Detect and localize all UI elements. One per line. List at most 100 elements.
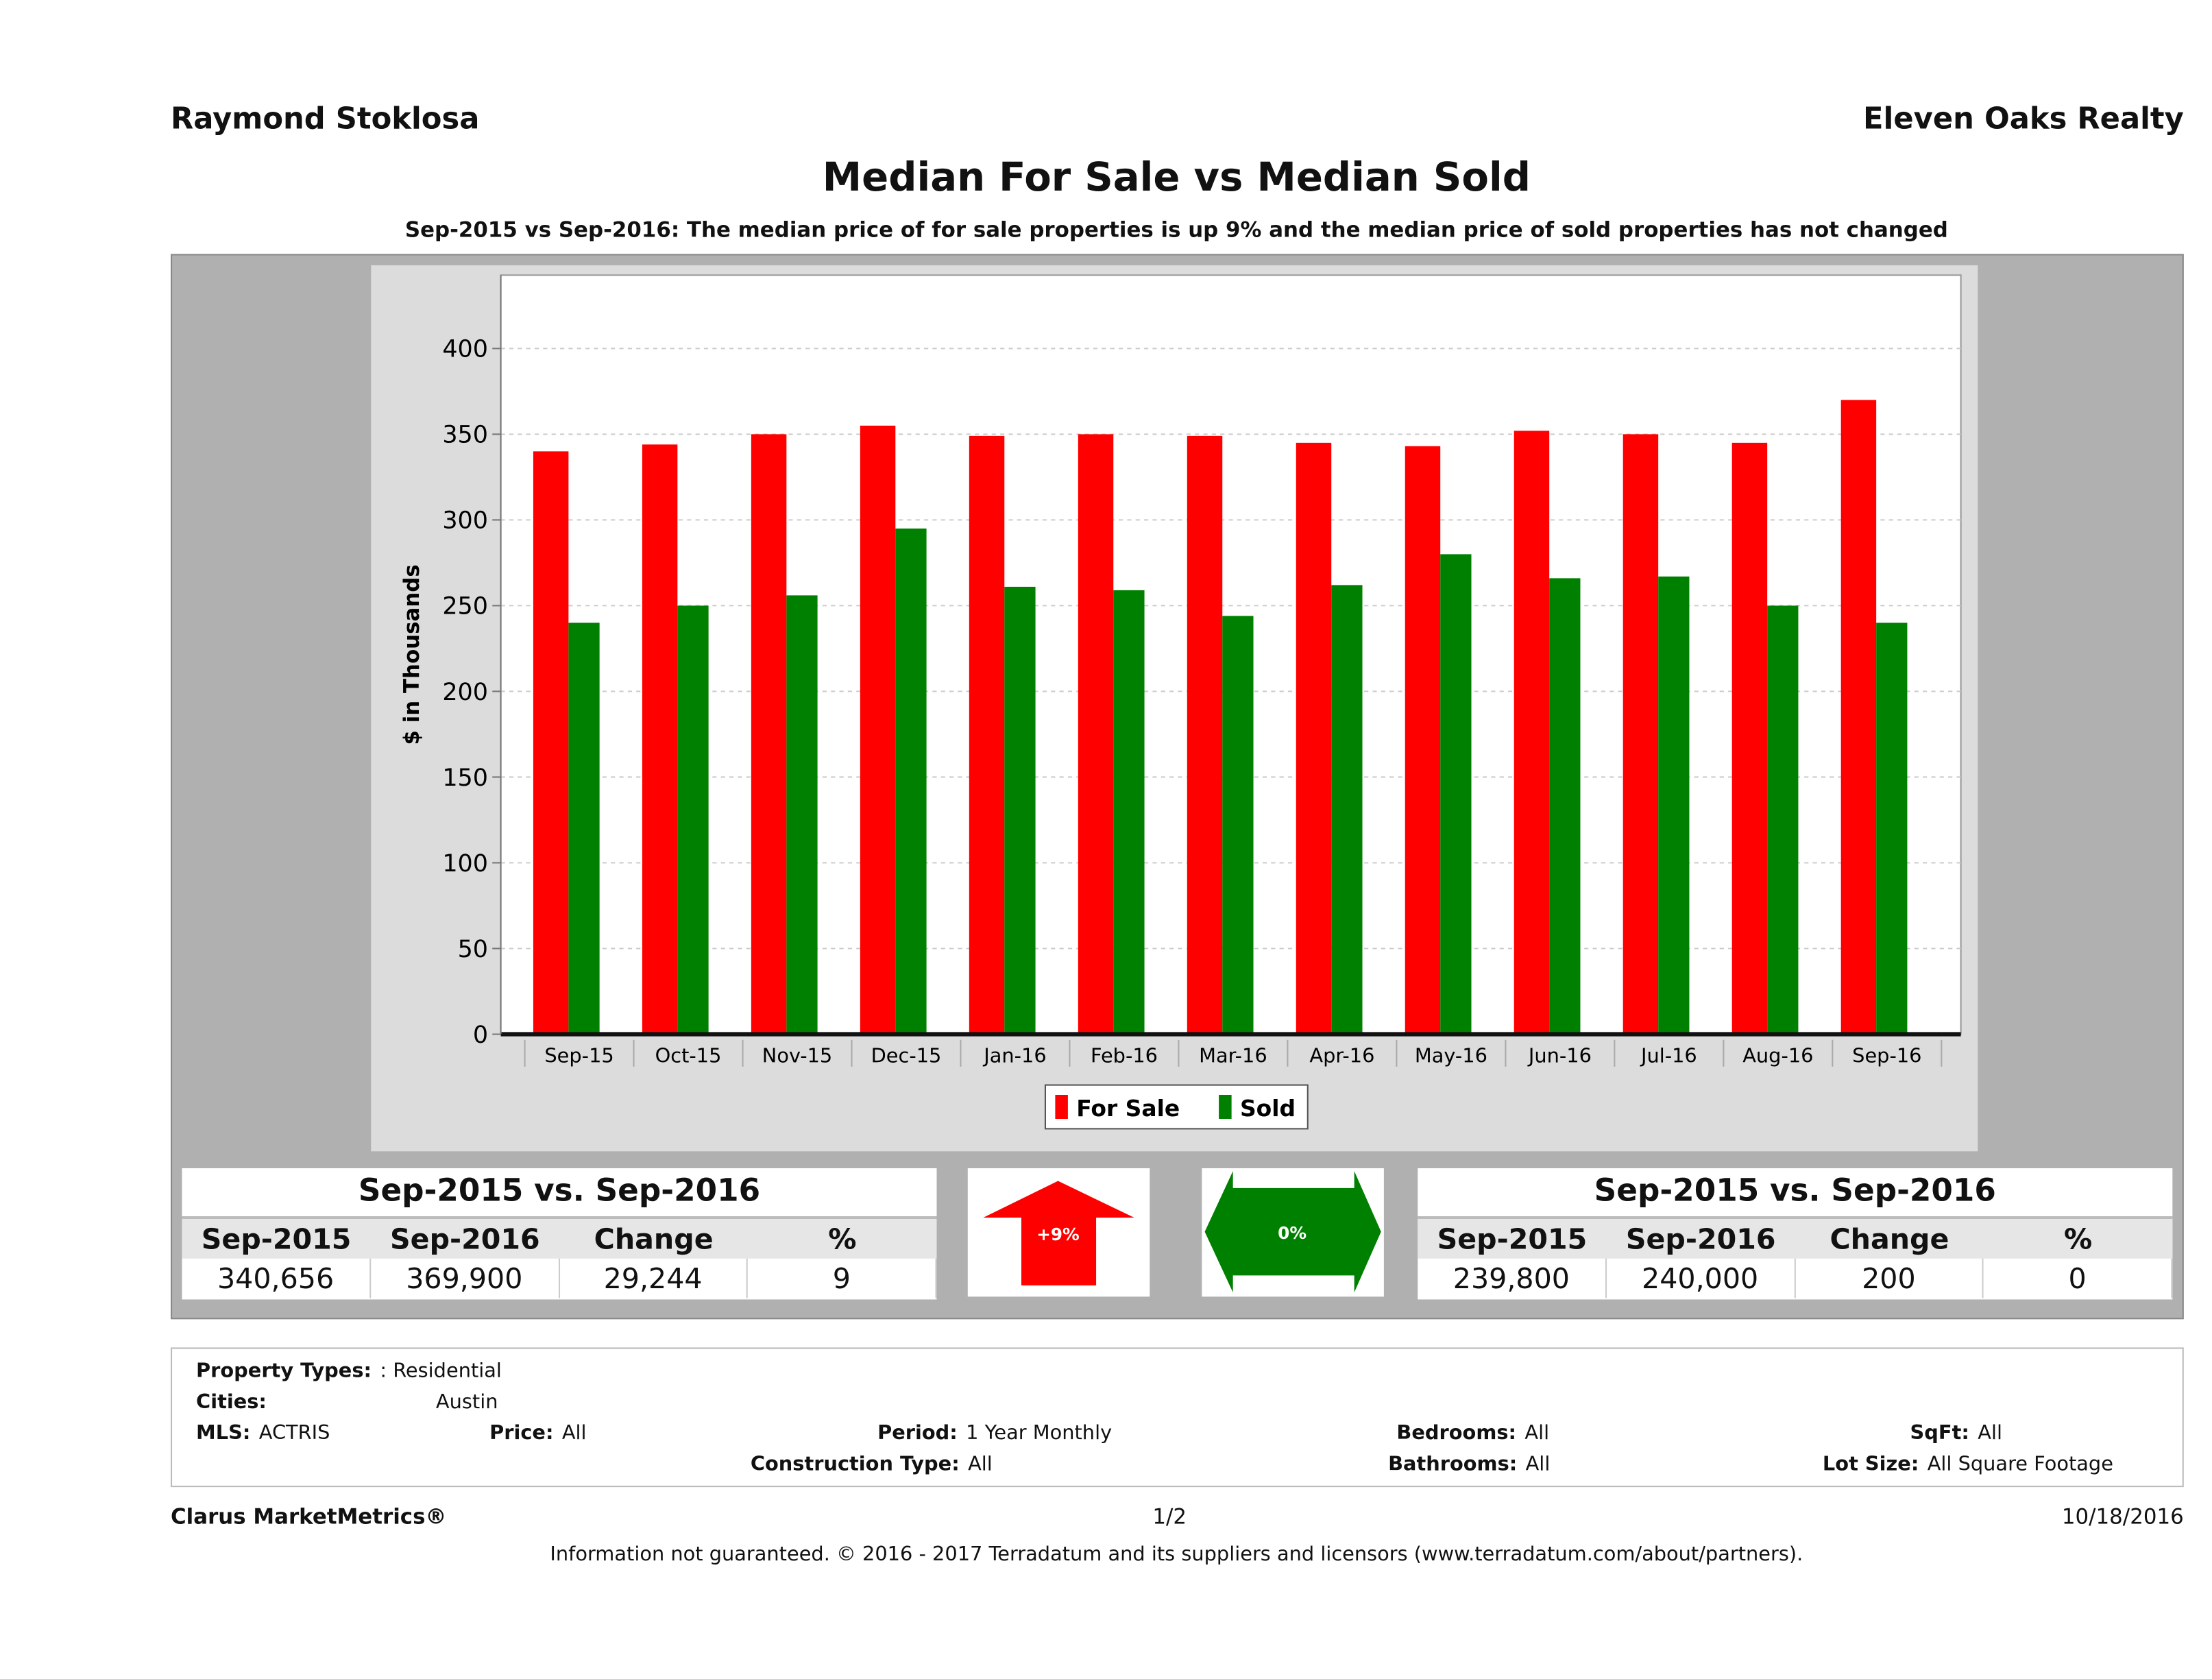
bar-sold-May-16 — [1440, 554, 1472, 1035]
bar-for-sale-Mar-16 — [1187, 435, 1223, 1035]
footer-brand: Clarus MarketMetrics® — [171, 1503, 447, 1530]
bar-sold-Sep-15 — [568, 623, 600, 1035]
bar-sold-Jun-16 — [1549, 578, 1581, 1035]
y-axis-label: $ in Thousands — [400, 564, 424, 745]
filter-construction: Construction Type: All — [751, 1453, 993, 1476]
page-subtitle: Sep-2015 vs Sep-2016: The median price o… — [404, 217, 1948, 243]
bar-for-sale-Nov-15 — [751, 434, 787, 1035]
agent-name: Raymond Stoklosa — [171, 101, 480, 136]
filter-property-types: Property Types:: Residential — [196, 1360, 502, 1383]
for-sale-indicator: +9% — [967, 1168, 1150, 1297]
bar-for-sale-Apr-16 — [1296, 442, 1332, 1035]
y-tick-label: 200 — [442, 679, 488, 706]
filter-value: Austin — [435, 1391, 498, 1414]
x-tick-label: Sep-15 — [544, 1044, 613, 1067]
bar-sold-Mar-16 — [1222, 616, 1254, 1035]
sold-comparison-table: Sep-2015 vs. Sep-2016 Sep-2015 Sep-2016 … — [1418, 1168, 2173, 1300]
filter-cities: Cities: Austin — [196, 1391, 498, 1414]
bar-sold-Nov-15 — [786, 595, 818, 1035]
y-tick-label: 150 — [442, 764, 488, 792]
bar-sold-Feb-16 — [1113, 590, 1145, 1035]
sold-indicator: 0% — [1202, 1168, 1384, 1297]
table-heading: Sep-2015 vs. Sep-2016 — [1418, 1168, 2173, 1220]
filter-label: Period: — [877, 1422, 958, 1445]
legend-label-for-sale: For Sale — [1076, 1095, 1180, 1122]
cell: 29,244 — [559, 1258, 749, 1298]
for-sale-change-label: +9% — [1036, 1224, 1080, 1244]
bar-sold-Dec-15 — [895, 528, 927, 1035]
bar-sold-Apr-16 — [1331, 585, 1363, 1035]
up-arrow-icon: +9% — [983, 1181, 1134, 1285]
x-tick-label: Sep-16 — [1852, 1044, 1921, 1067]
x-tick-label: Apr-16 — [1309, 1044, 1374, 1067]
bar-for-sale-Jul-16 — [1622, 434, 1659, 1035]
x-tick-label: Jun-16 — [1527, 1044, 1592, 1067]
legend-label-sold: Sold — [1240, 1095, 1296, 1122]
col-header: Change — [594, 1222, 714, 1256]
col-header: Sep-2016 — [390, 1222, 540, 1256]
bar-sold-Jan-16 — [1004, 586, 1036, 1035]
legend-swatch-for-sale — [1055, 1095, 1068, 1119]
col-header: Sep-2016 — [1625, 1222, 1776, 1256]
filter-price: Price: All — [489, 1422, 586, 1445]
x-tick-label: Jan-16 — [982, 1044, 1046, 1067]
sold-change-label: 0% — [1278, 1223, 1306, 1243]
filter-label: Property Types: — [196, 1360, 372, 1383]
bar-for-sale-Aug-16 — [1731, 442, 1768, 1035]
y-tick-label: 250 — [442, 593, 488, 620]
filter-label: MLS: — [196, 1422, 251, 1445]
filter-label: Bedrooms: — [1396, 1422, 1517, 1445]
x-tick-label: May-16 — [1415, 1044, 1487, 1067]
brokerage-name: Eleven Oaks Realty — [1863, 101, 2184, 136]
bar-sold-Sep-16 — [1876, 623, 1908, 1035]
filter-label: Price: — [489, 1422, 554, 1445]
filter-label: Lot Size: — [1822, 1453, 1919, 1476]
x-tick-label: Feb-16 — [1091, 1044, 1158, 1067]
filter-summary: Property Types:: Residential Cities: Aust… — [171, 1347, 2184, 1488]
x-tick-label: Oct-15 — [655, 1044, 722, 1067]
y-tick-label: 50 — [458, 936, 489, 963]
bar-for-sale-Dec-15 — [860, 425, 896, 1035]
bar-sold-Aug-16 — [1767, 605, 1799, 1035]
table-heading: Sep-2015 vs. Sep-2016 — [182, 1168, 937, 1220]
filter-mls: MLS: ACTRIS — [196, 1422, 330, 1445]
filter-sqft: SqFt: All — [1910, 1422, 2002, 1445]
filter-bedrooms: Bedrooms: All — [1396, 1422, 1549, 1445]
disclaimer: Information not guaranteed. © 2016 - 201… — [550, 1543, 1803, 1567]
col-header: % — [2064, 1222, 2093, 1256]
col-header: % — [828, 1222, 857, 1256]
bar-for-sale-Jun-16 — [1514, 431, 1550, 1035]
filter-label: Construction Type: — [750, 1453, 960, 1476]
cell: 200 — [1795, 1258, 1984, 1298]
filter-value: All — [1525, 1453, 1551, 1476]
bar-for-sale-May-16 — [1405, 446, 1441, 1035]
x-tick-label: Jul-16 — [1640, 1044, 1697, 1067]
legend: For Sale Sold — [1044, 1084, 1309, 1130]
for-sale-comparison-table: Sep-2015 vs. Sep-2016 Sep-2015 Sep-2016 … — [182, 1168, 937, 1300]
y-tick-label: 100 — [442, 850, 488, 878]
filter-value: ACTRIS — [258, 1422, 330, 1445]
bar-for-sale-Jan-16 — [969, 435, 1005, 1035]
cell: 369,900 — [371, 1258, 559, 1298]
bar-sold-Jul-16 — [1658, 576, 1690, 1035]
filter-lot-size: Lot Size: All Square Footage — [1823, 1453, 2113, 1476]
bar-for-sale-Sep-15 — [533, 451, 569, 1035]
col-header: Sep-2015 — [1437, 1222, 1588, 1256]
filter-value: 1 Year Monthly — [966, 1422, 1113, 1445]
filter-value: All — [1524, 1422, 1550, 1445]
cell: 0 — [1984, 1258, 2173, 1298]
filter-value: All — [968, 1453, 993, 1476]
x-tick-label: Nov-15 — [762, 1044, 832, 1067]
cell: 340,656 — [182, 1258, 371, 1298]
page-title: Median For Sale vs Median Sold — [822, 154, 1531, 201]
col-header: Change — [1830, 1222, 1949, 1256]
cell: 9 — [748, 1258, 937, 1298]
bar-for-sale-Sep-16 — [1840, 400, 1877, 1035]
cell: 240,000 — [1607, 1258, 1795, 1298]
col-header: Sep-2015 — [201, 1222, 352, 1256]
bar-for-sale-Feb-16 — [1078, 434, 1114, 1035]
filter-value: All — [1978, 1422, 2002, 1445]
cell: 239,800 — [1418, 1258, 1607, 1298]
filter-value: All Square Footage — [1927, 1453, 2113, 1476]
bar-sold-Oct-15 — [677, 605, 709, 1035]
